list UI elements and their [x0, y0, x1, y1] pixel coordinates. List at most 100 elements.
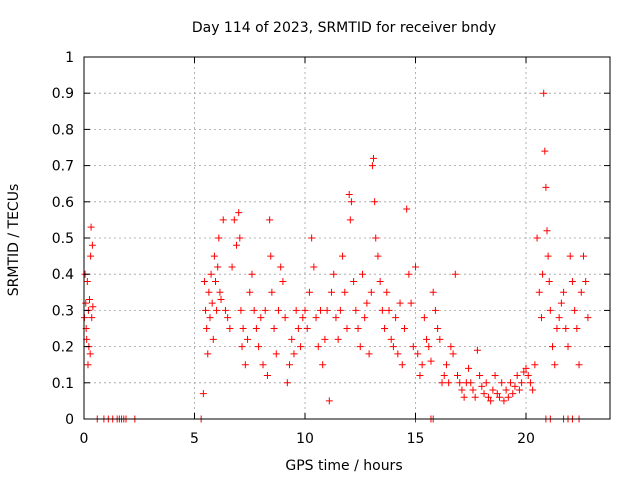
- data-point: [246, 288, 254, 296]
- data-point: [346, 216, 354, 224]
- data-point: [498, 379, 506, 387]
- data-point: [526, 379, 534, 387]
- data-point: [456, 379, 464, 387]
- data-point: [378, 306, 386, 314]
- data-point: [383, 288, 391, 296]
- data-point: [303, 325, 311, 332]
- data-point: [409, 343, 417, 351]
- data-point: [531, 361, 539, 369]
- data-point: [405, 270, 413, 278]
- data-point: [354, 325, 362, 332]
- data-point: [365, 350, 373, 358]
- x-tick-label: 0: [80, 431, 89, 447]
- data-point: [202, 306, 210, 314]
- data-point: [549, 343, 557, 351]
- data-point: [539, 270, 547, 278]
- data-point: [272, 350, 280, 358]
- data-point: [507, 379, 515, 387]
- data-point: [398, 361, 406, 369]
- axis-ticks: 00.10.20.30.40.50.60.70.80.910 5 10 15 20: [52, 50, 610, 447]
- data-point: [279, 277, 287, 285]
- data-point: [206, 314, 214, 322]
- data-point: [560, 288, 568, 296]
- data-point: [86, 350, 94, 358]
- data-point: [423, 335, 431, 343]
- data-point: [238, 343, 246, 351]
- data-point: [440, 372, 448, 380]
- data-point: [543, 227, 551, 235]
- data-point: [540, 89, 548, 97]
- data-point: [458, 386, 466, 394]
- data-point: [257, 314, 265, 322]
- data-point: [524, 372, 532, 380]
- data-point: [216, 288, 224, 296]
- y-tick-label: 0.7: [52, 159, 74, 175]
- data-point: [89, 303, 97, 311]
- data-point: [451, 270, 459, 278]
- y-tick-label: 1: [65, 50, 74, 66]
- data-point: [518, 379, 526, 387]
- data-point: [310, 263, 318, 271]
- data-point: [319, 361, 327, 369]
- y-tick-label: 0.6: [52, 195, 74, 211]
- data-point: [577, 288, 585, 296]
- data-point: [321, 335, 329, 343]
- data-point: [207, 270, 215, 278]
- data-point: [566, 252, 574, 260]
- data-point: [341, 288, 349, 296]
- data-point: [551, 361, 559, 369]
- data-point: [372, 234, 380, 242]
- data-point: [429, 288, 437, 296]
- data-point: [244, 335, 252, 343]
- data-point: [513, 372, 521, 380]
- data-point: [557, 299, 565, 307]
- y-tick-label: 0.1: [52, 376, 74, 392]
- data-point: [449, 350, 457, 358]
- data-point: [535, 288, 543, 296]
- data-point: [454, 372, 462, 380]
- data-point: [87, 223, 95, 231]
- x-tick-label: 5: [190, 431, 199, 447]
- data-point: [232, 241, 240, 249]
- data-point: [544, 252, 552, 260]
- data-point: [478, 382, 486, 390]
- data-point: [412, 263, 420, 271]
- data-point: [469, 386, 477, 394]
- data-point: [82, 299, 90, 307]
- data-point: [239, 325, 247, 332]
- data-point: [297, 343, 305, 351]
- data-point: [314, 343, 322, 351]
- data-point: [259, 361, 267, 369]
- data-point: [385, 306, 393, 314]
- data-point: [323, 306, 331, 314]
- data-point: [301, 306, 309, 314]
- data-point: [529, 386, 537, 394]
- data-point: [237, 306, 245, 314]
- data-point: [292, 306, 300, 314]
- data-point: [84, 361, 92, 369]
- data-point: [358, 270, 366, 278]
- data-point: [579, 252, 587, 260]
- data-point: [584, 314, 592, 322]
- data-point: [425, 343, 433, 351]
- data-point: [376, 277, 384, 285]
- data-point: [374, 252, 382, 260]
- grid: [84, 57, 610, 419]
- data-point: [228, 263, 236, 271]
- data-point: [403, 205, 411, 213]
- plot-border: [83, 56, 611, 420]
- y-axis-label: SRMTID / TECUs: [6, 184, 22, 297]
- data-point: [427, 357, 435, 365]
- data-point: [205, 288, 213, 296]
- data-point: [500, 397, 508, 405]
- data-point: [394, 350, 402, 358]
- data-point: [347, 198, 355, 206]
- data-point: [482, 379, 490, 387]
- data-point: [208, 299, 216, 307]
- data-point: [582, 277, 590, 285]
- data-point: [200, 277, 208, 285]
- data-point: [363, 299, 371, 307]
- data-point: [434, 325, 442, 332]
- data-point: [522, 364, 530, 372]
- data-point: [277, 263, 285, 271]
